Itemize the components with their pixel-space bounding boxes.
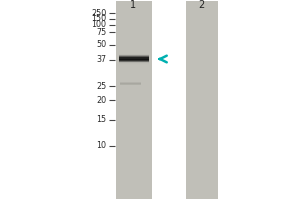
Bar — [118, 64, 148, 65]
Bar — [118, 58, 148, 59]
Bar — [118, 55, 148, 56]
Text: 100: 100 — [92, 20, 106, 29]
Text: 250: 250 — [91, 8, 106, 18]
Text: 37: 37 — [96, 55, 106, 64]
Bar — [118, 57, 148, 58]
Bar — [120, 84, 141, 85]
Bar — [120, 82, 141, 83]
Bar — [118, 62, 148, 63]
Text: 150: 150 — [92, 14, 106, 23]
Bar — [118, 61, 148, 62]
Text: 75: 75 — [96, 28, 106, 37]
Text: 10: 10 — [97, 141, 106, 150]
Bar — [118, 55, 148, 56]
Bar — [116, 1, 152, 199]
Text: 25: 25 — [96, 82, 106, 91]
Bar — [120, 83, 141, 84]
Bar — [118, 59, 148, 60]
Text: 2: 2 — [199, 0, 205, 10]
Bar — [118, 64, 148, 65]
Bar — [118, 60, 148, 61]
Bar — [118, 63, 148, 64]
Text: 20: 20 — [96, 96, 106, 105]
Bar — [118, 56, 148, 57]
Text: 15: 15 — [96, 115, 106, 124]
Bar — [118, 65, 148, 66]
Bar — [118, 60, 148, 61]
Text: 1: 1 — [130, 0, 136, 10]
Bar — [118, 61, 148, 62]
Bar — [120, 82, 141, 83]
Bar — [118, 57, 148, 58]
Bar — [118, 54, 148, 55]
Text: 50: 50 — [96, 40, 106, 49]
Bar — [118, 65, 148, 66]
Bar — [118, 56, 148, 57]
Bar — [118, 59, 148, 60]
Bar — [186, 1, 218, 199]
Bar — [120, 83, 141, 84]
Bar — [120, 84, 141, 85]
